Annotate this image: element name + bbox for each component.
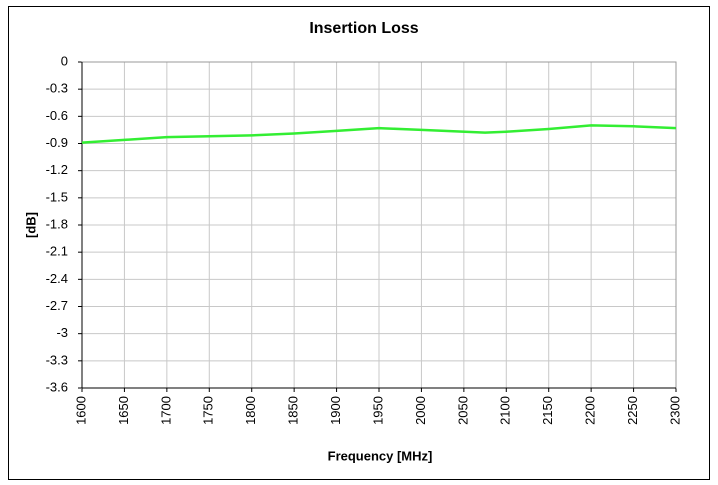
x-tick-label: 2250	[625, 396, 640, 425]
y-tick-label: -0.3	[46, 81, 68, 96]
y-tick-label: 0	[61, 53, 68, 68]
x-tick-label: 1750	[201, 396, 216, 425]
x-tick-label: 2300	[667, 396, 682, 425]
x-axis-label: Frequency [MHz]	[328, 448, 433, 463]
y-tick-label: -1.5	[46, 189, 68, 204]
chart-title: Insertion Loss	[309, 20, 418, 37]
x-tick-label: 1600	[73, 396, 88, 425]
y-tick-label: -2.7	[46, 298, 68, 313]
y-tick-label: -0.6	[46, 108, 68, 123]
y-tick-label: -3.6	[46, 379, 68, 394]
x-tick-label: 1650	[116, 396, 131, 425]
x-tick-label: 2200	[583, 396, 598, 425]
y-tick-label: -1.8	[46, 216, 68, 231]
x-tick-label: 2100	[498, 396, 513, 425]
x-tick-label: 1900	[328, 396, 343, 425]
y-axis-label: [dB]	[23, 212, 38, 238]
y-tick-label: -0.9	[46, 135, 68, 150]
x-tick-label: 1850	[286, 396, 301, 425]
y-tick-label: -3	[56, 325, 68, 340]
data-line	[81, 124, 677, 144]
y-tick-label: -2.4	[46, 271, 68, 286]
x-tick-label: 1800	[243, 396, 258, 425]
x-tick-label: 2000	[413, 396, 428, 425]
x-tick-label: 2050	[455, 396, 470, 425]
x-tick-label: 2150	[540, 396, 555, 425]
x-tick-label: 1700	[158, 396, 173, 425]
chart-frame	[8, 6, 710, 480]
x-tick-label: 1950	[370, 396, 385, 425]
y-tick-label: -1.2	[46, 162, 68, 177]
y-tick-label: -3.3	[46, 352, 68, 367]
y-tick-label: -2.1	[46, 244, 68, 259]
